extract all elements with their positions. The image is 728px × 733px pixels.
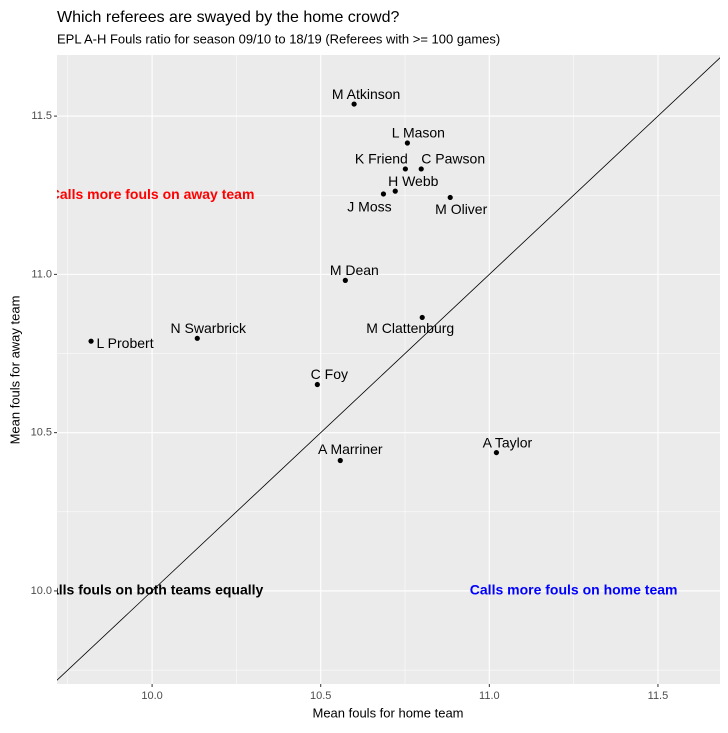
- point-label: L Probert: [97, 335, 154, 351]
- y-axis-label: Mean fouls for away team: [7, 296, 22, 445]
- point: [194, 335, 200, 341]
- point: [418, 166, 424, 172]
- point-label: M Clattenburg: [366, 320, 454, 336]
- point: [404, 140, 410, 146]
- point: [342, 277, 348, 283]
- point-label: L Mason: [392, 125, 445, 141]
- point: [419, 314, 425, 321]
- x-axis-label: Mean fouls for home team: [312, 705, 463, 720]
- point-label: N Swarbrick: [171, 320, 247, 336]
- point-label: K Friend: [355, 151, 408, 167]
- point: [314, 381, 320, 388]
- point: [493, 449, 500, 456]
- chart-subtitle: EPL A-H Fouls ratio for season 09/10 to …: [57, 31, 500, 46]
- point-label: H Webb: [388, 173, 439, 189]
- point: [88, 338, 94, 344]
- x-tick-label: 11.0: [479, 690, 500, 702]
- annotation: Calls more fouls on home team: [470, 582, 678, 598]
- y-tick-label: 11.0: [31, 268, 52, 280]
- point: [351, 101, 357, 107]
- point-label: J Moss: [347, 199, 391, 215]
- y-tick-label: 11.5: [31, 110, 52, 122]
- point-label: M Dean: [330, 262, 379, 278]
- annotation: Calls fouls on both teams equally: [41, 582, 264, 598]
- y-tick-label: 10.0: [31, 585, 52, 597]
- point-label: M Atkinson: [332, 86, 400, 102]
- x-tick-label: 10.5: [310, 690, 331, 702]
- x-tick-label: 11.5: [648, 690, 669, 702]
- annotation: Calls more fouls on away team: [50, 186, 255, 202]
- reference-line: [57, 57, 720, 681]
- point-label: C Foy: [311, 366, 348, 382]
- point: [447, 194, 453, 201]
- point: [380, 191, 387, 197]
- chart-title: Which referees are swayed by the home cr…: [57, 9, 399, 26]
- x-tick-label: 10.0: [141, 690, 162, 702]
- point-label: A Taylor: [483, 434, 533, 450]
- point-label: A Marriner: [318, 441, 383, 457]
- point-label: C Pawson: [421, 151, 485, 167]
- point-label: M Oliver: [435, 201, 487, 217]
- point: [402, 166, 408, 172]
- point: [392, 188, 398, 194]
- point: [337, 457, 343, 464]
- y-tick-label: 10.5: [31, 427, 52, 439]
